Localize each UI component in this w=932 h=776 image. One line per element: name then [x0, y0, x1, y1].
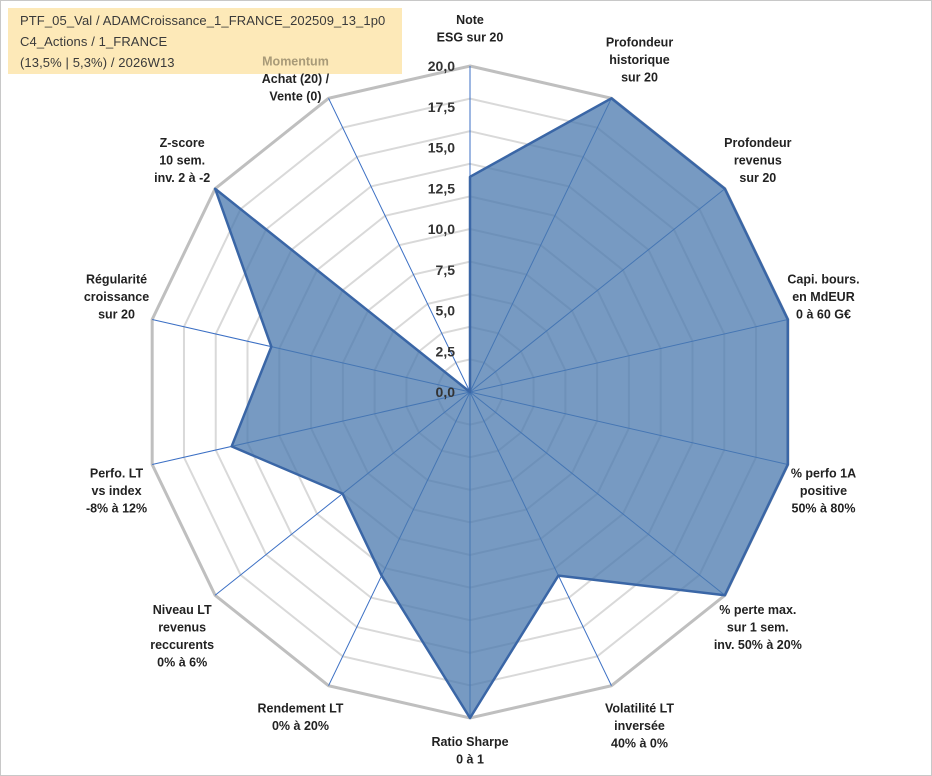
axis-labels: Note ESG sur 20 Profondeur historique sur 20…	[84, 13, 860, 767]
axis-spoke	[328, 98, 471, 393]
series-polygon	[213, 97, 790, 720]
asset-class: C4_Actions / 1_FRANCE	[20, 34, 168, 49]
axis-label: Rendement LT 0% à 20%	[258, 701, 344, 733]
tick-label: 2,5	[436, 343, 456, 359]
tick-label: 15,0	[428, 140, 455, 156]
tick-label: 10,0	[428, 221, 455, 237]
axis-label: Profondeur revenus sur 20	[724, 136, 791, 185]
radial-tick-labels: 0,0 2,5 5,0 7,5 10,0 12,5 15,0 17,5 20,0	[428, 58, 455, 400]
performance-summary: (13,5% | 5,3%) / 2026W13	[20, 55, 175, 70]
portfolio-title: PTF_05_Val / ADAMCroissance_1_FRANCE_202…	[20, 13, 386, 28]
axis-label: Z-score 10 sem. inv. 2 à -2	[154, 136, 210, 185]
axis-label: Volatilité LT inversée 40% à 0%	[605, 701, 674, 750]
axis-label: % perfo 1A positive 50% à 80%	[791, 467, 856, 516]
tick-label: 5,0	[436, 303, 456, 319]
series-area	[213, 97, 790, 720]
tick-label: 17,5	[428, 99, 455, 115]
axis-label: Momentum Achat (20) / Vente (0)	[262, 54, 330, 103]
axis-label: Niveau LT revenus reccurents 0% à 6%	[150, 603, 214, 670]
tick-label: 7,5	[436, 262, 456, 278]
tick-label: 0,0	[436, 384, 456, 400]
axis-label: Ratio Sharpe 0 à 1	[431, 735, 508, 767]
axis-label: Profondeur historique sur 20	[606, 36, 673, 85]
portfolio-info-box: PTF_05_Val / ADAMCroissance_1_FRANCE_202…	[8, 8, 402, 74]
axis-label: Perfo. LT vs index -8% à 12%	[86, 467, 147, 516]
axis-label: Capi. bours. en MdEUR 0 à 60 G€	[787, 272, 859, 321]
axis-label: Régularité croissance sur 20	[84, 272, 149, 321]
axis-label: % perte max. sur 1 sem. inv. 50% à 20%	[714, 603, 802, 652]
axis-label: Note ESG sur 20	[437, 13, 504, 45]
tick-label: 20,0	[428, 58, 455, 74]
tick-label: 12,5	[428, 180, 455, 196]
